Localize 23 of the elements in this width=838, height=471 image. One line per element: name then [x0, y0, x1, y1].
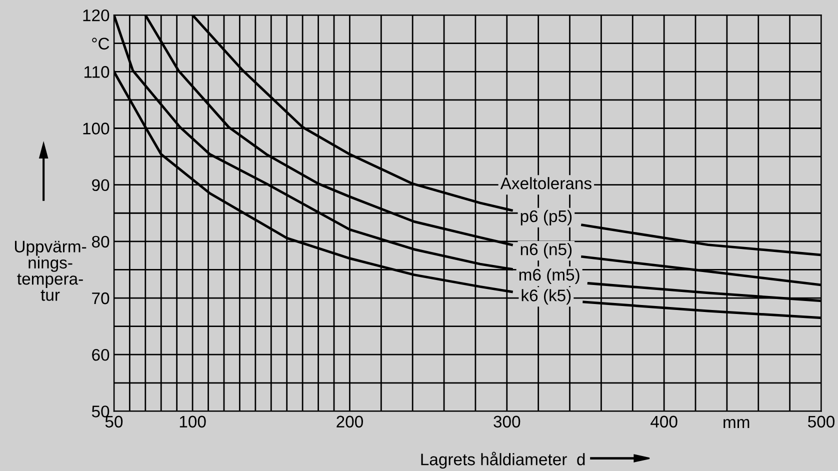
series-label: m6 (m5) — [519, 268, 580, 284]
y-tick-label: 80 — [92, 236, 110, 248]
x-tick-label: 400 — [650, 416, 678, 428]
y-tick-label: 70 — [92, 292, 110, 304]
y-tick-label: °C — [92, 38, 110, 50]
x-tick-label: 50 — [105, 416, 123, 428]
series-label: n6 (n5) — [520, 242, 572, 259]
x-tick-label: 300 — [494, 416, 520, 428]
y-tick-label: 110 — [84, 66, 110, 78]
x-tick-label: 500 — [808, 416, 834, 428]
series-label: p6 (p5) — [520, 210, 572, 226]
text: mm — [724, 419, 750, 428]
y-tick-label: 100 — [83, 122, 110, 134]
y-tick-label: 50 — [92, 406, 110, 418]
legend-title: Axeltolerans — [500, 177, 592, 190]
x-tick-label: 100 — [180, 416, 206, 428]
y-tick-label: 120 — [83, 9, 110, 22]
series-label: k6 (k5) — [522, 289, 571, 305]
y-tick-label: 60 — [92, 348, 110, 361]
y-tick-label: 90 — [92, 179, 110, 192]
y-axis-title: Uppvärm- nings- tempera- tur — [14, 240, 86, 301]
x-axis-title: Lagrets håldiameter d — [421, 452, 585, 469]
x-tick-label: 200 — [336, 416, 363, 428]
